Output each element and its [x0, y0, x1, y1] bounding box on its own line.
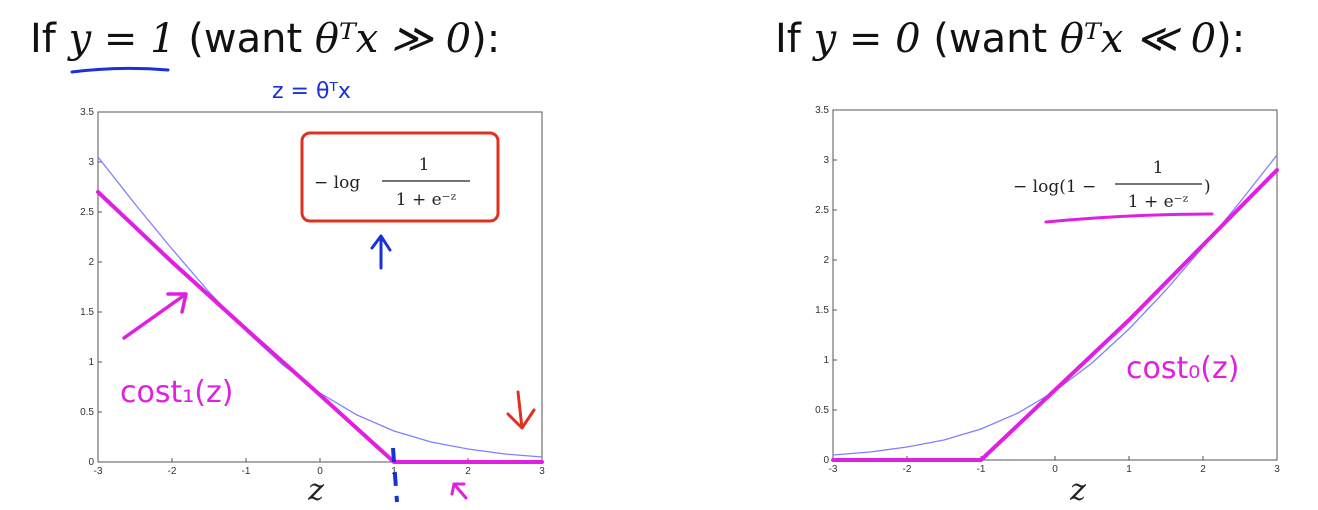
right-x-tick-label: 2: [1200, 464, 1206, 475]
down-arrow-red-icon: [506, 390, 536, 430]
left-y-tick-label: 0: [88, 457, 94, 468]
left-plot-frame: [97, 111, 543, 463]
right-plot-frame: [832, 109, 1278, 461]
right-title-prefix: If: [775, 16, 814, 62]
right-y-tick-label: 2.5: [815, 205, 829, 216]
right-title-want: θᵀx ≪ 0: [1059, 16, 1217, 62]
arrow-to-curve-icon: [122, 292, 188, 340]
left-y-tick-label: 3: [88, 157, 94, 168]
right-title-mid: (want: [920, 16, 1060, 62]
formula-left-denominator: 1 + e⁻ᶻ: [396, 190, 457, 210]
left-x-tick-label: 1: [391, 466, 397, 477]
left-y-tick-label: 3.5: [80, 107, 94, 118]
cost1-label: cost₁(z): [120, 375, 233, 410]
right-title-suffix: ):: [1216, 16, 1246, 62]
formula-right-prefix: − log(1 −: [1013, 177, 1096, 197]
left-title-want: θᵀx ≫ 0: [314, 16, 472, 62]
right-y-tick-label: 2: [823, 255, 829, 266]
right-x-tick-label: 0: [1052, 464, 1058, 475]
left-plot: -3 -2 -1 0 1 2 3 0 0.5 1 1.5 2 2.5 3 3.5 z: [80, 107, 545, 508]
left-title-underline: [70, 66, 170, 74]
left-x-tick-label: -2: [168, 466, 177, 477]
up-arrow-blue-icon: [370, 234, 392, 270]
right-x-tick-label: 3: [1274, 464, 1280, 475]
left-title-prefix: If: [30, 16, 69, 62]
left-x-tick-label: 0: [317, 466, 323, 477]
left-x-axis-label: z: [307, 473, 324, 508]
left-y-tick-label: 2.5: [80, 207, 94, 218]
right-x-axis-label: z: [1069, 473, 1086, 508]
right-plot: -3 -2 -1 0 1 2 3 0 0.5 1 1.5 2 2.5 3 3.5 z: [815, 105, 1280, 508]
formula-left-prefix: − log: [314, 173, 360, 193]
left-y-tick-label: 1.5: [80, 307, 94, 318]
cost0-label: cost₀(z): [1126, 351, 1239, 386]
formula-highlight-box: [300, 131, 500, 223]
formula-right-numerator: 1: [1153, 158, 1164, 178]
right-y-tick-label: 0.5: [815, 405, 829, 416]
left-x-tick-label: -3: [94, 466, 103, 477]
z-definition-note: z = θᵀx: [272, 79, 351, 104]
left-title: If y = 1 (want θᵀx ≫ 0):: [30, 16, 500, 62]
right-piecewise-cost-curve: [831, 168, 1279, 462]
formula-right-denominator: 1 + e⁻ᶻ: [1128, 192, 1189, 212]
left-x-tick-label: 3: [539, 466, 545, 477]
right-y-tick-label: 3.5: [815, 105, 829, 116]
left-title-condition: y = 1: [68, 16, 176, 62]
left-x-tick-label: -1: [242, 466, 251, 477]
formula-right-suffix: ): [1204, 177, 1211, 197]
right-y-tick-label: 1.5: [815, 305, 829, 316]
arrow-to-flat-part-icon: [450, 482, 468, 500]
right-x-tick-label: 1: [1126, 464, 1132, 475]
right-title: If y = 0 (want θᵀx ≪ 0):: [775, 16, 1245, 62]
left-x-tick-label: 2: [465, 466, 471, 477]
formula-right-underline: [1044, 212, 1214, 224]
right-y-tick-label: 1: [823, 355, 829, 366]
left-y-tick-label: 2: [88, 257, 94, 268]
left-y-tick-label: 0.5: [80, 407, 94, 418]
right-x-tick-label: -3: [829, 464, 838, 475]
right-x-tick-label: -2: [903, 464, 912, 475]
left-piecewise-cost-curve: [96, 190, 544, 464]
formula-left-numerator: 1: [419, 155, 430, 175]
right-title-condition: y = 0: [813, 16, 921, 62]
right-x-tick-label: -1: [977, 464, 986, 475]
right-y-tick-label: 3: [823, 155, 829, 166]
left-title-mid: (want: [175, 16, 315, 62]
left-y-tick-label: 1: [88, 357, 94, 368]
z-equals-one-marker: [391, 447, 399, 503]
right-y-tick-label: 0: [823, 455, 829, 466]
left-title-suffix: ):: [471, 16, 501, 62]
